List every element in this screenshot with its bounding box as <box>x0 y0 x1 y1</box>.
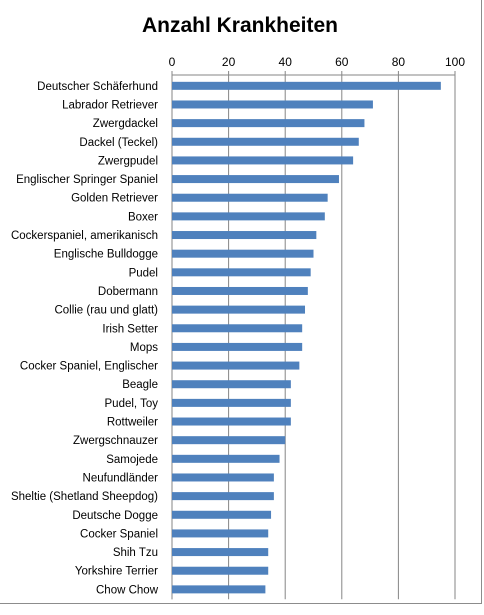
plot-area <box>171 74 455 600</box>
category-label: Beagle <box>122 379 158 391</box>
category-label: Cockerspaniel, amerikanisch <box>11 230 158 242</box>
x-tick-label: 0 <box>169 55 176 69</box>
bar <box>172 268 311 277</box>
bar <box>172 81 441 90</box>
category-label: Samojede <box>106 454 158 466</box>
bar <box>172 324 303 333</box>
bar <box>172 137 359 146</box>
category-label: Shih Tzu <box>113 547 158 559</box>
x-tick-label: 80 <box>392 55 406 69</box>
bars <box>172 81 441 594</box>
bar <box>172 100 373 109</box>
category-label: Yorkshire Terrier <box>75 566 158 578</box>
bar <box>172 398 291 407</box>
bar <box>172 566 269 575</box>
x-tick-label: 100 <box>445 55 465 69</box>
bar <box>172 249 314 258</box>
category-label: Englische Bulldogge <box>54 249 158 261</box>
bar <box>172 361 300 370</box>
bar <box>172 212 325 221</box>
category-label: Collie (rau und glatt) <box>54 305 158 317</box>
bar <box>172 454 280 463</box>
bar <box>172 175 339 184</box>
bar <box>172 436 286 445</box>
x-tick-label: 40 <box>279 55 293 69</box>
category-label: Mops <box>130 342 158 354</box>
category-label: Labrador Retriever <box>62 99 158 111</box>
category-label: Cocker Spaniel, Englischer <box>20 361 158 373</box>
x-tick-label: 60 <box>335 55 349 69</box>
category-label: Deutscher Schäferhund <box>37 81 158 93</box>
category-label: Boxer <box>128 211 158 223</box>
bar <box>172 193 328 202</box>
gridlines <box>171 75 456 600</box>
bar <box>172 492 274 501</box>
bar <box>172 585 266 594</box>
category-label: Zwergpudel <box>98 155 158 167</box>
category-label: Cocker Spaniel <box>80 528 158 540</box>
category-label: Golden Retriever <box>71 193 158 205</box>
bar <box>172 548 269 557</box>
category-label: Irish Setter <box>102 323 158 335</box>
category-label: Neufundländer <box>83 472 159 484</box>
bar <box>172 305 306 314</box>
category-label: Dackel (Teckel) <box>79 137 158 149</box>
category-label: Chow Chow <box>96 584 159 596</box>
bar <box>172 342 303 351</box>
bar <box>172 156 354 165</box>
bar <box>172 231 317 240</box>
category-label: Rottweiler <box>107 417 158 429</box>
bar <box>172 529 269 538</box>
bar <box>172 119 365 128</box>
bar <box>172 510 272 519</box>
bar <box>172 380 291 389</box>
x-axis-ticks: 0 20 40 60 80 100 <box>169 55 465 75</box>
category-label: Zwergdackel <box>93 118 158 130</box>
bar <box>172 286 308 295</box>
category-label: Deutsche Dogge <box>72 510 158 522</box>
chart-frame <box>0 0 482 604</box>
category-labels: Deutscher Schäferhund Labrador Retriever Z… <box>11 81 159 597</box>
x-tick-label: 20 <box>222 55 236 69</box>
bar <box>172 473 274 482</box>
category-label: Pudel, Toy <box>105 398 159 410</box>
category-label: Sheltie (Shetland Sheepdog) <box>11 491 158 503</box>
category-label: Pudel <box>129 267 158 279</box>
chart-title: Anzahl Krankheiten <box>142 14 338 37</box>
category-label: Englischer Springer Spaniel <box>16 174 158 186</box>
category-label: Dobermann <box>98 286 158 298</box>
bar <box>172 417 291 426</box>
category-label: Zwergschnauzer <box>73 435 158 447</box>
